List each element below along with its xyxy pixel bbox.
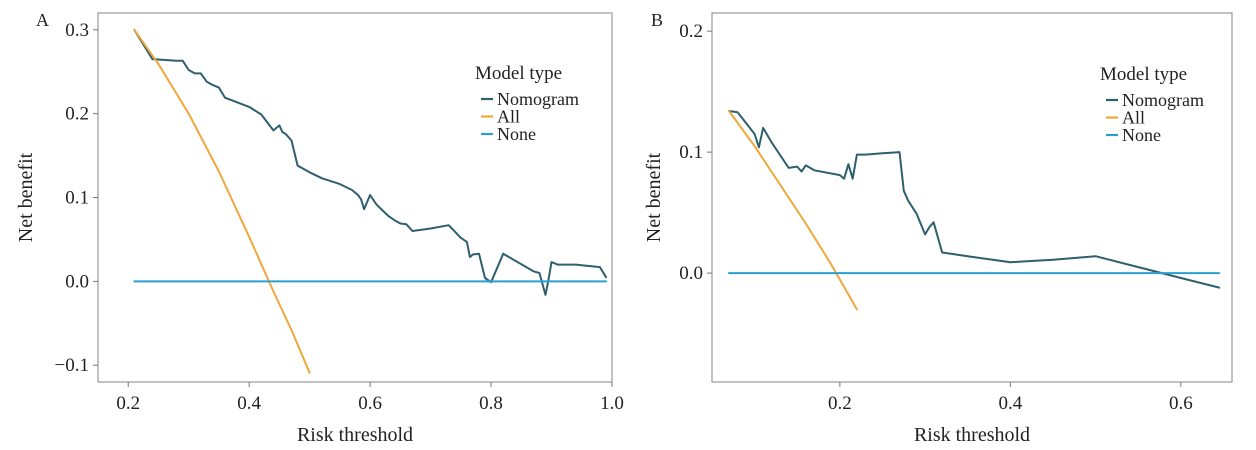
x-axis-title: Risk threshold — [297, 424, 413, 446]
series-line-all — [728, 110, 858, 311]
x-tick-label: 0.8 — [479, 393, 503, 414]
x-tick-label: 0.4 — [237, 393, 261, 414]
y-axis-title: Net benefit — [643, 152, 665, 242]
legend-label: Nomogram — [497, 89, 579, 109]
series-line-nomogram — [133, 28, 607, 296]
legend-title: Model type — [1100, 64, 1187, 85]
y-tick-label: 0.2 — [679, 21, 703, 42]
y-tick-label: −0.1 — [55, 355, 89, 376]
y-tick-label: 0.1 — [65, 188, 89, 209]
legend-label: All — [1122, 108, 1145, 128]
legend-label: All — [497, 107, 520, 127]
panel-b: B 0.2 0.4 0.6 0.0 0.1 0.2 Risk threshold Net ben… — [643, 10, 1233, 446]
legend-label: None — [1122, 125, 1161, 145]
y-tick-label: 0.0 — [65, 271, 89, 292]
x-tick-label: 0.6 — [1169, 393, 1193, 414]
panel-label: B — [651, 10, 663, 30]
y-tick-label: 0.2 — [65, 104, 89, 125]
x-tick-label: 0.2 — [828, 393, 852, 414]
x-axis-title: Risk threshold — [914, 424, 1030, 446]
y-tick-label: 0.3 — [65, 20, 89, 41]
x-tick-label: 0.6 — [358, 393, 382, 414]
series-line-all — [133, 28, 311, 374]
plot-frame — [711, 12, 1233, 383]
x-tick-label: 0.2 — [116, 393, 140, 414]
legend-title: Model type — [475, 63, 562, 84]
x-tick-label: 0.4 — [998, 393, 1022, 414]
legend-label: None — [497, 124, 536, 144]
panel-label: A — [36, 10, 49, 30]
x-tick-label: 1.0 — [600, 393, 624, 414]
y-axis-title: Net benefit — [15, 152, 37, 242]
series-line-nomogram — [728, 110, 1221, 289]
y-tick-label: 0.0 — [679, 263, 703, 284]
y-tick-label: 0.1 — [679, 142, 703, 163]
panel-a: A 0.2 0.4 0.6 0.8 1.0 −0.1 0.0 0.1 0.2 0.3 Risk thr… — [15, 10, 624, 446]
legend-label: Nomogram — [1122, 90, 1204, 110]
